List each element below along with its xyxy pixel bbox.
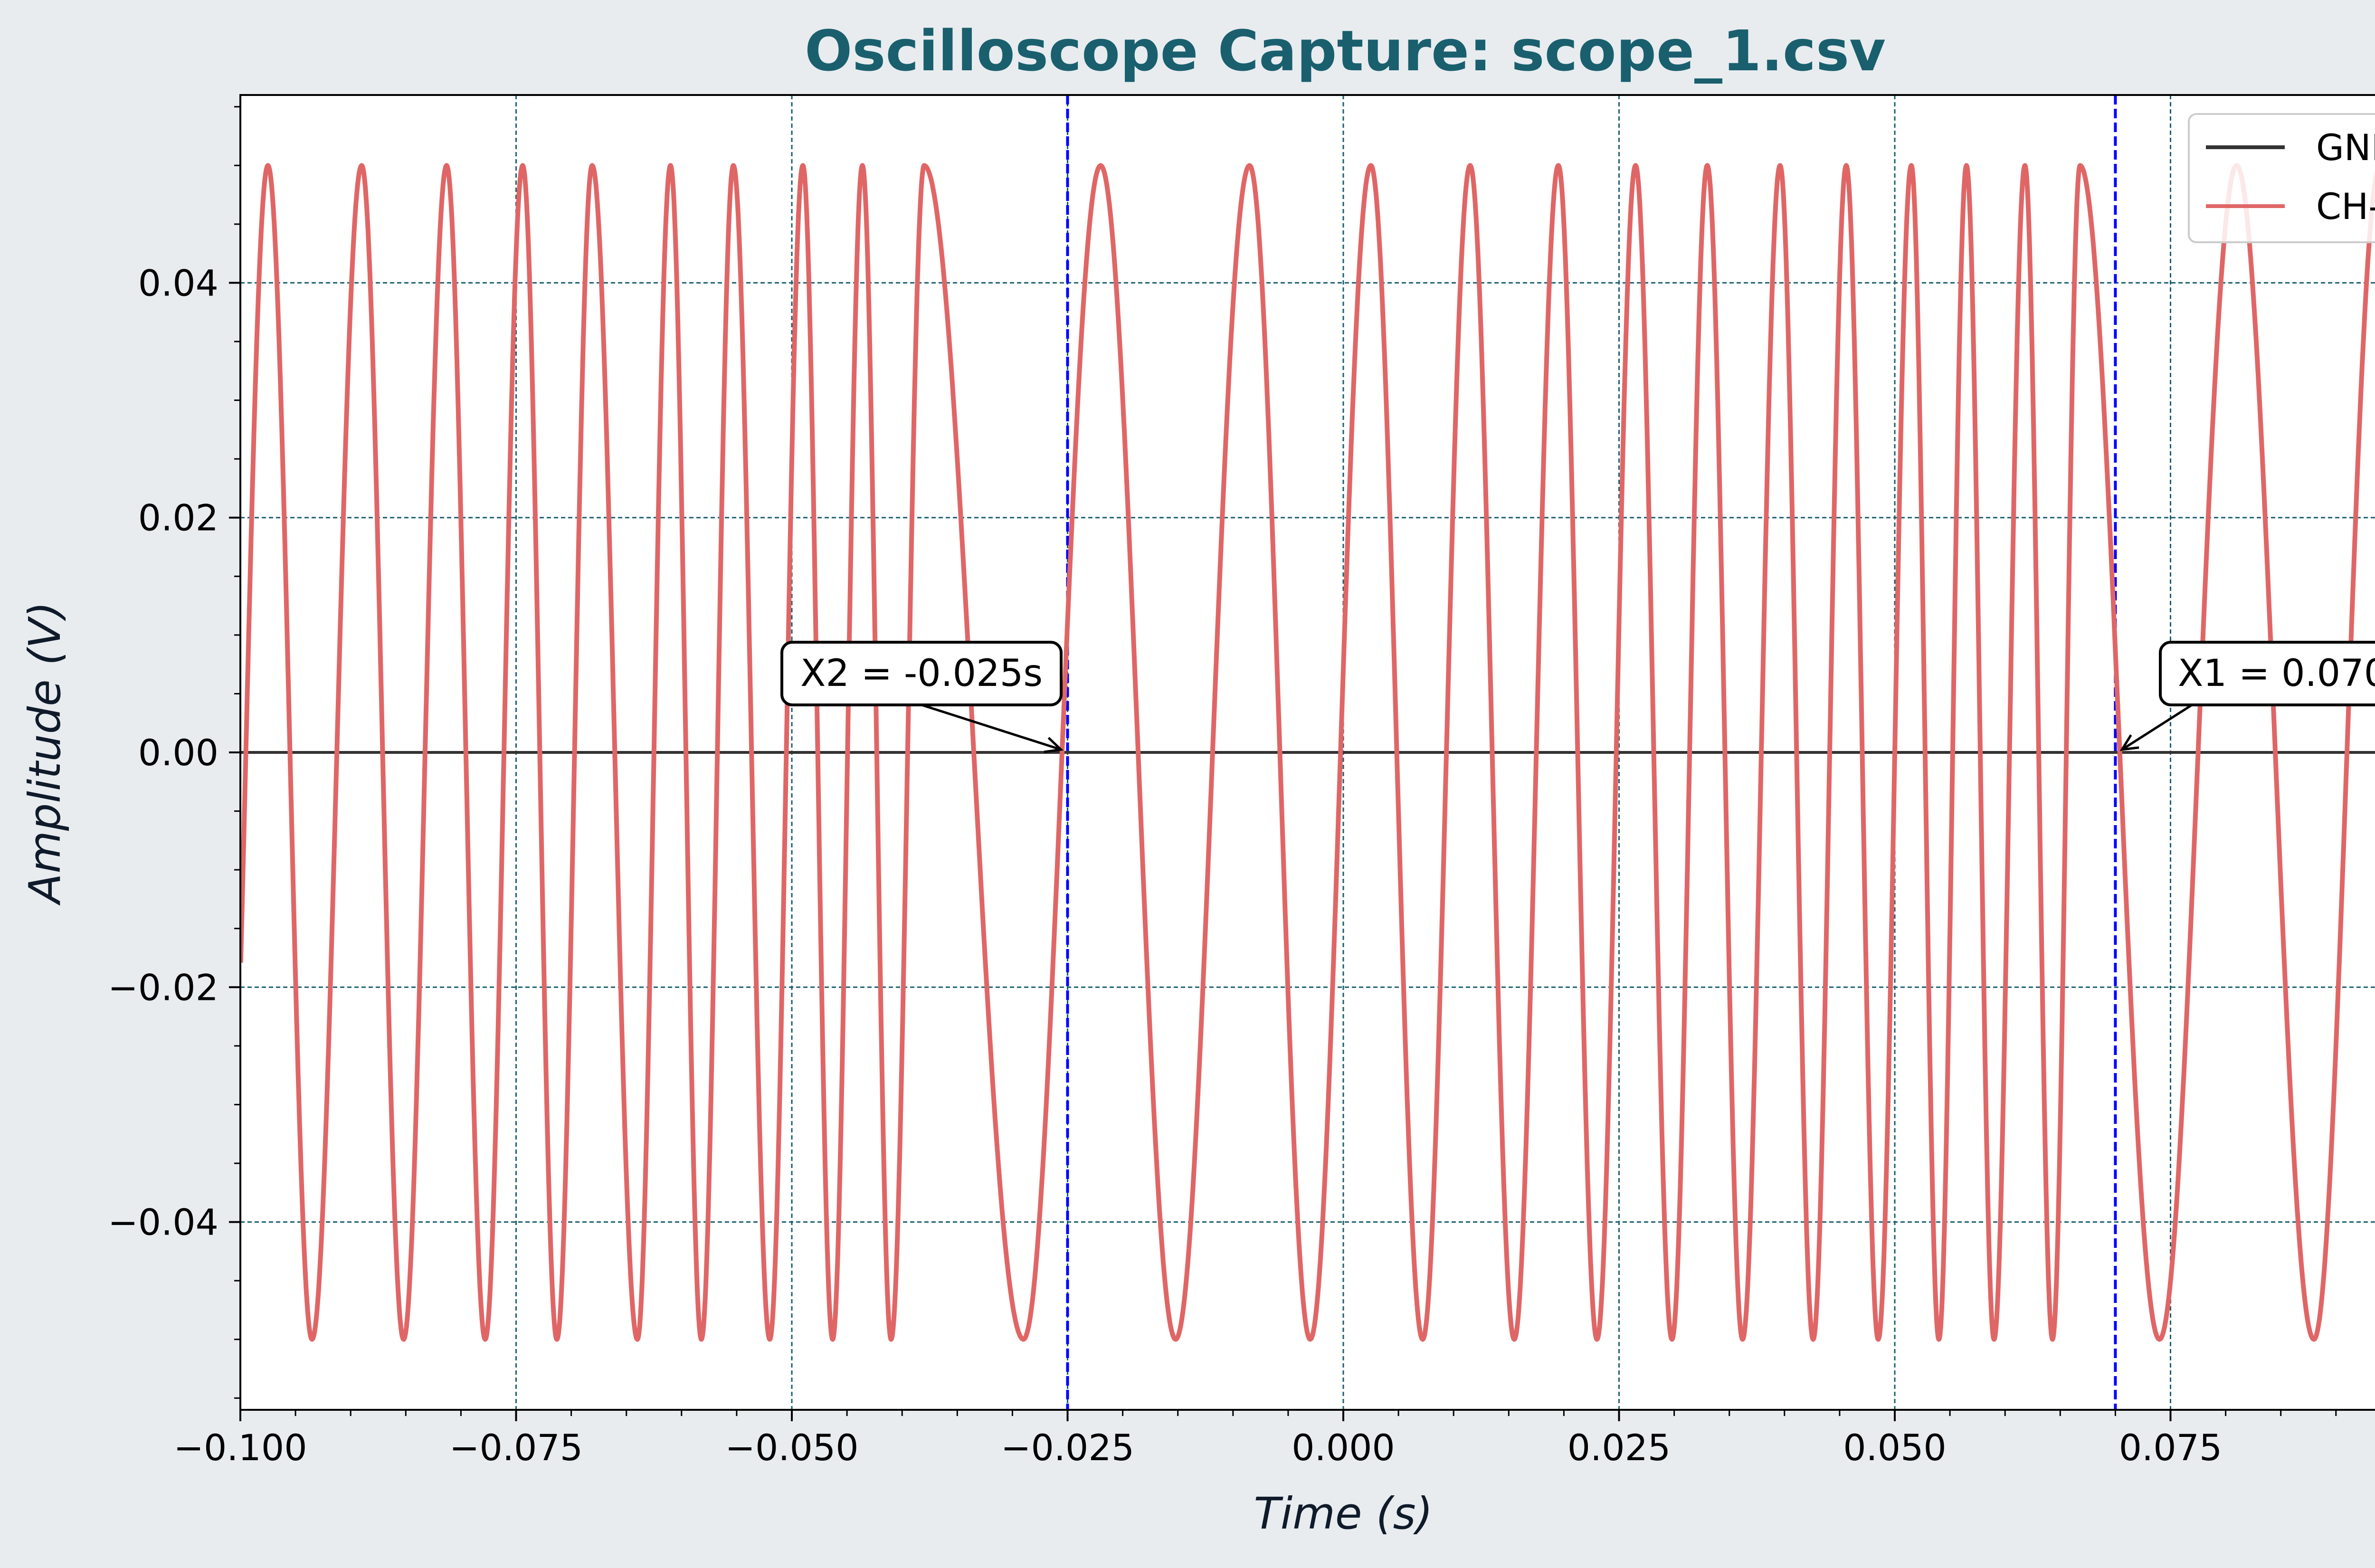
x-tick-label: 0.000 <box>1292 1426 1395 1469</box>
x-tick-label: −0.050 <box>725 1426 858 1469</box>
legend: GND CH-1 <box>2188 113 2375 243</box>
y-tick-label: −0.02 <box>108 966 218 1008</box>
x-tick-label: −0.025 <box>1001 1426 1134 1469</box>
x-tick-label: −0.100 <box>173 1426 307 1469</box>
cursor-annotations: X2 = -0.025s X1 = 0.070s <box>780 641 2375 753</box>
annotation-arrow-line <box>2121 703 2193 751</box>
x-tick-label: 0.075 <box>2119 1426 2223 1469</box>
annotation-label: X1 = 0.070s <box>2178 652 2375 695</box>
y-axis-label: Amplitude (V) <box>19 601 70 905</box>
axis-ticks: −0.100 −0.075 −0.050 −0.025 0.000 0.025 0.050 0… <box>108 106 2337 1469</box>
series-layer <box>240 163 2375 1342</box>
legend-label-gnd: GND <box>2316 126 2375 169</box>
series-line-ch-1 <box>240 163 2375 1342</box>
x-axis-label: Time (s) <box>1254 1488 1433 1539</box>
annotation-box <box>780 641 1063 706</box>
legend-label-ch-1: CH-1 <box>2316 185 2375 228</box>
annotation-x2: X2 = -0.025s <box>780 641 1064 753</box>
annotation-x1: X1 = 0.070s <box>2119 641 2375 751</box>
annotation-arrow-head <box>1044 737 1064 753</box>
y-tick-label: 0.04 <box>138 262 218 304</box>
x-tick-label: 0.050 <box>1843 1426 1947 1469</box>
annotation-box <box>2159 641 2375 706</box>
plot-area: −0.100 −0.075 −0.050 −0.025 0.000 0.025 0.050 0… <box>108 94 2375 1469</box>
x-tick-label: 0.025 <box>1568 1426 1671 1469</box>
annotation-arrow-head <box>2119 734 2139 751</box>
annotation-arrow-line <box>921 703 1062 751</box>
x-tick-label: −0.075 <box>449 1426 583 1469</box>
cursor-lines <box>1066 95 2117 1410</box>
annotation-label: X2 = -0.025s <box>800 652 1043 695</box>
y-tick-label: −0.04 <box>108 1201 218 1244</box>
y-tick-label: 0.02 <box>138 497 218 539</box>
y-tick-label: 0.00 <box>138 732 218 774</box>
chart-title: Oscilloscope Capture: scope_1.csv <box>805 18 1886 84</box>
